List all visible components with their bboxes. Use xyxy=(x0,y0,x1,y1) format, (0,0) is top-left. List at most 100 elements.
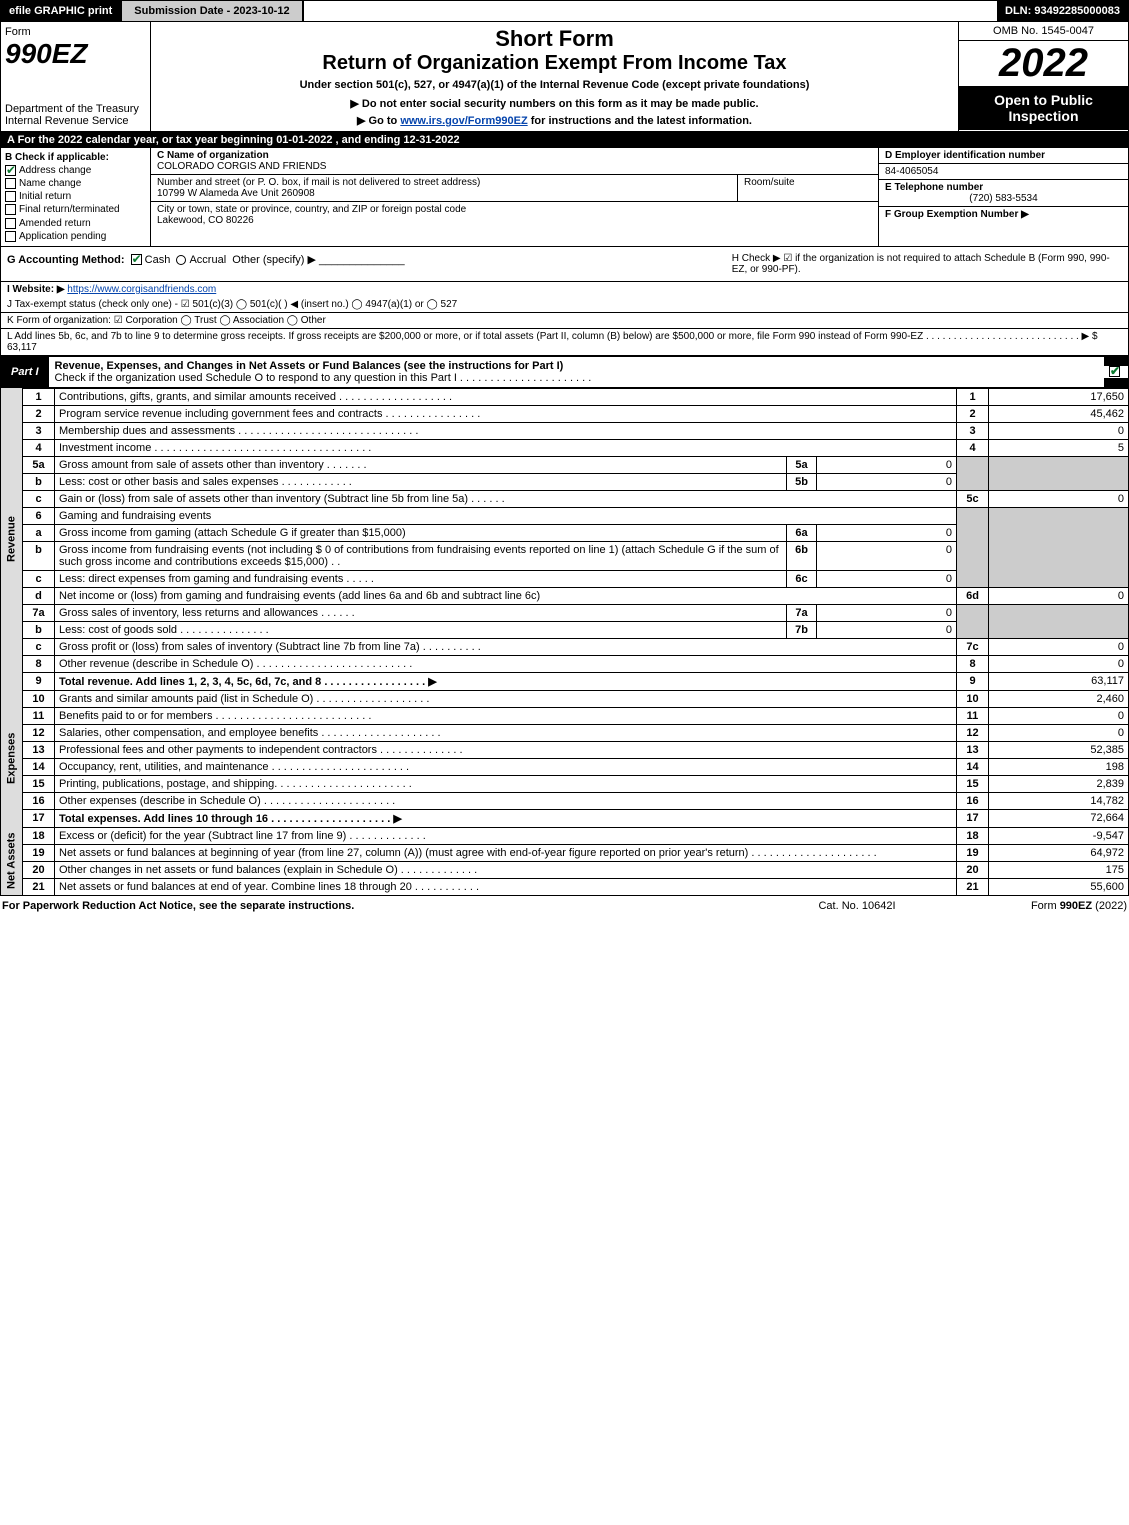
netassets-side-label: Net Assets xyxy=(1,827,23,895)
g-cash: Cash xyxy=(145,254,171,266)
line-value: 0 xyxy=(989,638,1129,655)
line-value: 0 xyxy=(989,655,1129,672)
line-desc: Salaries, other compensation, and employ… xyxy=(55,724,957,741)
chk-amended-return[interactable]: Amended return xyxy=(5,218,146,229)
line-desc: Net assets or fund balances at beginning… xyxy=(55,844,957,861)
line-value: 2,839 xyxy=(989,775,1129,792)
line-value: 14,782 xyxy=(989,792,1129,809)
line-desc: Less: cost of goods sold . . . . . . . .… xyxy=(55,621,787,638)
line-num: 15 xyxy=(23,775,55,792)
line-desc: Occupancy, rent, utilities, and maintena… xyxy=(55,758,957,775)
line-colnum: 7c xyxy=(957,638,989,655)
line-num: 6 xyxy=(23,507,55,524)
line-desc: Program service revenue including govern… xyxy=(55,405,957,422)
header-left: Form 990EZ Department of the Treasury In… xyxy=(1,22,151,131)
line-value: 5 xyxy=(989,439,1129,456)
city-label: City or town, state or province, country… xyxy=(157,204,872,215)
line-desc: Net income or (loss) from gaming and fun… xyxy=(55,587,957,604)
line-num: 8 xyxy=(23,655,55,672)
line-value: 17,650 xyxy=(989,388,1129,405)
line-desc: Gross income from gaming (attach Schedul… xyxy=(55,524,787,541)
line-colnum: 3 xyxy=(957,422,989,439)
efile-label[interactable]: efile GRAPHIC print xyxy=(1,1,120,21)
radio-icon[interactable] xyxy=(176,255,186,265)
sub-label: 5b xyxy=(787,473,817,490)
section-b: B Check if applicable: Address change Na… xyxy=(1,148,151,246)
part-1-text: Revenue, Expenses, and Changes in Net As… xyxy=(49,357,1104,387)
line-num: 11 xyxy=(23,707,55,724)
irs-link[interactable]: www.irs.gov/Form990EZ xyxy=(400,115,527,127)
sub-label: 6c xyxy=(787,570,817,587)
phone-label: E Telephone number xyxy=(885,182,1122,193)
grey-cell xyxy=(989,456,1129,490)
line-value: 63,117 xyxy=(989,672,1129,690)
line-colnum: 6d xyxy=(957,587,989,604)
line-num: 7a xyxy=(23,604,55,621)
revenue-side-label: Revenue xyxy=(1,388,23,690)
note2-post: for instructions and the latest informat… xyxy=(528,115,752,127)
line-value: 55,600 xyxy=(989,878,1129,895)
line-value: 0 xyxy=(989,490,1129,507)
sub-value: 0 xyxy=(817,456,957,473)
sub-label: 7a xyxy=(787,604,817,621)
section-k: K Form of organization: ☑ Corporation ◯ … xyxy=(1,312,1128,328)
g-accrual: Accrual xyxy=(189,254,226,266)
line-num: 16 xyxy=(23,792,55,809)
street-label: Number and street (or P. O. box, if mail… xyxy=(157,177,731,188)
line-desc: Other expenses (describe in Schedule O) … xyxy=(55,792,957,809)
part-1-checkbox[interactable] xyxy=(1104,366,1128,378)
form-header: Form 990EZ Department of the Treasury In… xyxy=(0,22,1129,132)
footer-center: Cat. No. 10642I xyxy=(767,900,947,912)
line-value: 72,664 xyxy=(989,809,1129,827)
line-num: b xyxy=(23,473,55,490)
line-num: 12 xyxy=(23,724,55,741)
line-num: 19 xyxy=(23,844,55,861)
line-num: 20 xyxy=(23,861,55,878)
line-value: 0 xyxy=(989,724,1129,741)
chk-initial-return[interactable]: Initial return xyxy=(5,191,146,202)
line-colnum: 9 xyxy=(957,672,989,690)
page-footer: For Paperwork Reduction Act Notice, see … xyxy=(0,896,1129,916)
part-1-title: Revenue, Expenses, and Changes in Net As… xyxy=(55,360,564,372)
check-icon xyxy=(5,204,16,215)
grey-cell xyxy=(957,507,989,587)
line-desc: Less: direct expenses from gaming and fu… xyxy=(55,570,787,587)
line-desc: Investment income . . . . . . . . . . . … xyxy=(55,439,957,456)
omb-number: OMB No. 1545-0047 xyxy=(959,22,1128,41)
part-1-label: Part I xyxy=(1,363,49,381)
chk-final-return[interactable]: Final return/terminated xyxy=(5,204,146,215)
check-icon xyxy=(5,231,16,242)
line-colnum: 11 xyxy=(957,707,989,724)
footer-form-code: 990EZ xyxy=(1060,900,1092,912)
part-1-header: Part I Revenue, Expenses, and Changes in… xyxy=(0,356,1129,388)
short-form-title: Short Form xyxy=(159,26,950,52)
line-desc: Excess or (deficit) for the year (Subtra… xyxy=(55,827,957,844)
line-value: -9,547 xyxy=(989,827,1129,844)
sub-value: 0 xyxy=(817,621,957,638)
line-desc: Gross profit or (loss) from sales of inv… xyxy=(55,638,957,655)
line-num: 21 xyxy=(23,878,55,895)
section-c: C Name of organization COLORADO CORGIS A… xyxy=(151,148,878,246)
line-desc: Other changes in net assets or fund bala… xyxy=(55,861,957,878)
tax-year: 2022 xyxy=(959,41,1128,86)
chk-application-pending[interactable]: Application pending xyxy=(5,231,146,242)
sub-value: 0 xyxy=(817,570,957,587)
g-label: G Accounting Method: xyxy=(7,254,125,266)
line-colnum: 14 xyxy=(957,758,989,775)
line-desc: Membership dues and assessments . . . . … xyxy=(55,422,957,439)
ein-label: D Employer identification number xyxy=(879,148,1128,164)
line-value: 52,385 xyxy=(989,741,1129,758)
website-link[interactable]: https://www.corgisandfriends.com xyxy=(67,284,216,295)
header-note1: ▶ Do not enter social security numbers o… xyxy=(159,97,950,110)
line-value: 0 xyxy=(989,587,1129,604)
chk-name-change[interactable]: Name change xyxy=(5,178,146,189)
line-num: b xyxy=(23,621,55,638)
street-value: 10799 W Alameda Ave Unit 260908 xyxy=(157,188,731,199)
line-value: 0 xyxy=(989,422,1129,439)
sub-value: 0 xyxy=(817,541,957,570)
chk-address-change[interactable]: Address change xyxy=(5,165,146,176)
grey-cell xyxy=(957,456,989,490)
part-1-sub: Check if the organization used Schedule … xyxy=(55,372,592,384)
line-num: c xyxy=(23,638,55,655)
check-icon[interactable] xyxy=(131,254,142,265)
